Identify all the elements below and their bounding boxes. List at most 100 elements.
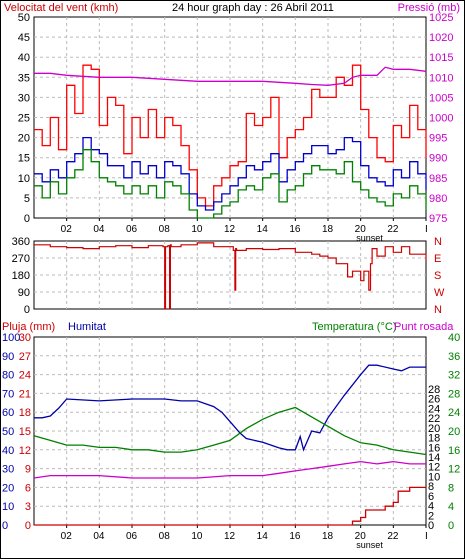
- x-tick-label: 10: [191, 224, 203, 235]
- x-tick-label: 14: [257, 224, 269, 235]
- x-tick-label: 22: [387, 224, 399, 235]
- humidity-tick-label: 60: [2, 407, 14, 419]
- dewpoint-tick-label: 20: [428, 423, 440, 435]
- wind-direction-plot-area: [33, 240, 427, 310]
- direction-degree-label: 180: [12, 270, 30, 282]
- direction-degree-label: 90: [18, 287, 30, 299]
- temperature-tick-label: 20: [448, 426, 460, 438]
- dewpoint-tick-label: 28: [428, 384, 440, 396]
- humidity-tick-label: 30: [2, 464, 14, 476]
- wind-speed-tick-label: 40: [18, 52, 30, 64]
- humidity-temperature-grid: [34, 337, 426, 525]
- pressure-tick-label: 1010: [429, 72, 453, 84]
- temperature-tick-label: 4: [448, 501, 454, 513]
- temperature-tick-label: 40: [448, 332, 460, 344]
- avg_wind-series-line: [34, 136, 427, 211]
- pressure-tick-label: 1005: [429, 92, 453, 104]
- dewpoint-tick-label: 10: [428, 471, 440, 483]
- humidity-temperature-axes: 0102030405060708090100036912151821242730…: [2, 332, 460, 550]
- pressure-tick-label: 1015: [429, 52, 453, 64]
- dew_point-series-line: [33, 460, 426, 479]
- x-tick-label: 18: [322, 531, 334, 542]
- rain-axis-title: Pluja (mm): [2, 321, 55, 333]
- wind-speed-axis-title: Velocitat del vent (kmh): [4, 2, 118, 14]
- rain-tick-label: 30: [19, 332, 31, 344]
- pressure-tick-label: 985: [429, 173, 447, 185]
- x-tick-label: 08: [159, 224, 171, 235]
- wind-speed-tick-label: 25: [18, 113, 30, 125]
- temperature-tick-label: 24: [448, 407, 460, 419]
- wind-speed-tick-label: 10: [18, 173, 30, 185]
- dewpoint-tick-label: 18: [428, 433, 440, 445]
- x-tick-label: I: [425, 531, 428, 542]
- rain-tick-label: 0: [25, 520, 31, 532]
- sunset-label: sunset: [356, 233, 383, 243]
- x-tick-label: 04: [93, 224, 105, 235]
- x-tick-label: 12: [224, 224, 236, 235]
- wind-speed-tick-label: 35: [18, 72, 30, 84]
- x-tick-label: 20: [355, 531, 367, 542]
- wind_min-series-line: [34, 149, 427, 219]
- x-tick-label: 18: [322, 224, 334, 235]
- x-tick-label: 08: [159, 531, 171, 542]
- dewpoint-tick-label: 2: [428, 510, 434, 522]
- rain-series-line: [34, 486, 426, 526]
- dewpoint-tick-label: 16: [428, 442, 440, 454]
- temperature-tick-label: 8: [448, 482, 454, 494]
- dewpoint-axis-title: Punt rosada: [394, 321, 454, 333]
- rain-tick-label: 27: [19, 351, 31, 363]
- humidity-axis-title: Humitat: [68, 321, 106, 333]
- dewpoint-tick-label: 4: [428, 501, 434, 513]
- wind-speed-tick-label: 30: [18, 92, 30, 104]
- wind_dir-series-line: [34, 242, 427, 310]
- pressure-series-line: [34, 66, 427, 86]
- x-tick-label: 16: [289, 224, 301, 235]
- temperature-axis-title: Temperatura (°C): [312, 321, 396, 333]
- dewpoint-tick-label: 24: [428, 403, 440, 415]
- pressure-tick-label: 995: [429, 133, 447, 145]
- x-tick-label: 02: [61, 531, 73, 542]
- compass-point-label: N: [434, 236, 442, 248]
- compass-point-label: N: [434, 304, 442, 316]
- rain-tick-label: 9: [25, 464, 31, 476]
- dewpoint-tick-label: 8: [428, 481, 434, 493]
- humidity-tick-label: 50: [2, 426, 14, 438]
- x-tick-label: 02: [61, 224, 73, 235]
- humidity-tick-label: 40: [2, 445, 14, 457]
- humidity-temperature-series: [33, 364, 427, 526]
- wind-speed-tick-label: 20: [18, 133, 30, 145]
- compass-point-label: S: [434, 270, 441, 282]
- dewpoint-tick-label: 0: [428, 520, 434, 532]
- wind-pressure-series: [34, 64, 427, 219]
- rain-tick-label: 6: [25, 482, 31, 494]
- compass-point-label: E: [434, 253, 441, 265]
- pressure-tick-label: 1000: [429, 113, 453, 125]
- dewpoint-tick-label: 26: [428, 394, 440, 406]
- x-tick-label: 12: [224, 531, 236, 542]
- rain-tick-label: 12: [19, 445, 31, 457]
- x-tick-label: 20: [355, 224, 367, 235]
- wind-speed-tick-label: 50: [18, 12, 30, 24]
- dewpoint-tick-label: 12: [428, 462, 440, 474]
- wind-direction-axes: 0 N 90 E 180 S 270 W 360 N: [12, 236, 445, 316]
- humidity-tick-label: 0: [2, 520, 8, 532]
- direction-degree-label: 270: [12, 253, 30, 265]
- rain-tick-label: 24: [19, 370, 31, 382]
- sunset-label: sunset: [356, 540, 383, 550]
- wind-speed-tick-label: 5: [24, 193, 30, 205]
- gust-series-line: [34, 64, 427, 207]
- x-tick-label: 06: [126, 224, 138, 235]
- humidity-tick-label: 80: [2, 370, 14, 382]
- wind-direction-series: [34, 242, 427, 310]
- wind-speed-tick-label: 45: [18, 32, 30, 44]
- humidity-tick-label: 10: [2, 501, 14, 513]
- pressure-tick-label: 990: [429, 153, 447, 165]
- humidity-temperature-plot-area: [33, 336, 427, 526]
- pressure-tick-label: 980: [429, 193, 447, 205]
- temperature-tick-label: 32: [448, 370, 460, 382]
- wind-speed-tick-label: 0: [24, 213, 30, 225]
- wind-pressure-axes: 0510152025303540455097598098599099510001…: [18, 12, 454, 243]
- compass-point-label: W: [434, 287, 445, 299]
- rain-tick-label: 15: [19, 426, 31, 438]
- humidity-tick-label: 100: [2, 332, 20, 344]
